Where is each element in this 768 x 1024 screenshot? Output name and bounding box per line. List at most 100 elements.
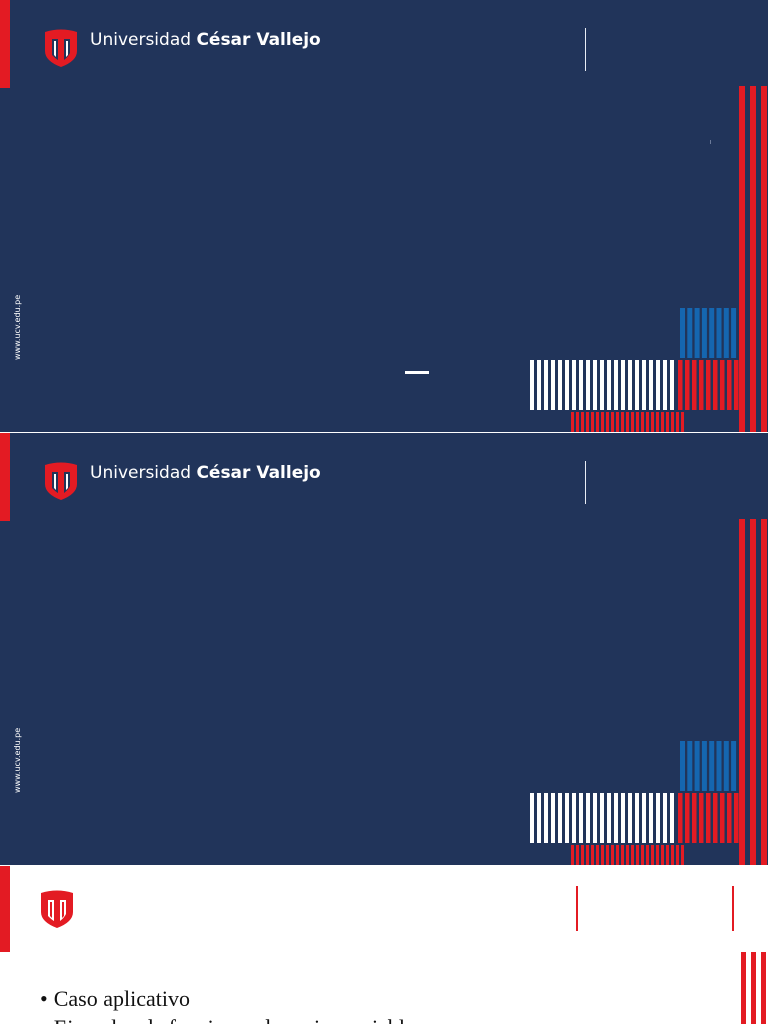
stripe bbox=[694, 308, 700, 358]
stripe bbox=[579, 360, 583, 410]
stripe bbox=[685, 793, 690, 843]
stripe bbox=[701, 308, 707, 358]
stripe bbox=[761, 519, 767, 865]
decorative-stripes bbox=[530, 519, 767, 865]
stripe bbox=[628, 360, 632, 410]
stripe bbox=[565, 793, 569, 843]
stripe bbox=[626, 412, 629, 432]
stripe bbox=[666, 412, 669, 432]
stripe bbox=[649, 793, 653, 843]
stripe bbox=[678, 360, 683, 410]
stripe bbox=[681, 412, 684, 432]
content-slide: Caso aplicativo Ejemplos de funciones de… bbox=[0, 866, 768, 1024]
stripe bbox=[734, 360, 739, 410]
decorative-stripes bbox=[530, 86, 767, 432]
stripe bbox=[706, 360, 711, 410]
bullet-item: Ejemplos de funciones de varias variable… bbox=[40, 1013, 424, 1024]
university-brand-name: Universidad César Vallejo bbox=[90, 30, 321, 50]
stripe bbox=[593, 360, 597, 410]
stripe bbox=[611, 845, 614, 865]
stripe bbox=[628, 793, 632, 843]
red-corner-tab bbox=[0, 433, 10, 521]
stripe bbox=[678, 793, 683, 843]
stripe bbox=[621, 793, 625, 843]
stripe bbox=[685, 360, 690, 410]
stripe bbox=[642, 360, 646, 410]
stripe bbox=[727, 793, 732, 843]
stripe bbox=[558, 360, 562, 410]
stripe bbox=[671, 412, 674, 432]
stripe bbox=[621, 360, 625, 410]
stripe bbox=[701, 741, 707, 791]
bullet-item: Caso aplicativo bbox=[40, 984, 423, 1013]
stripe bbox=[706, 793, 711, 843]
stripe bbox=[626, 845, 629, 865]
stripe bbox=[586, 412, 589, 432]
header-divider-line bbox=[585, 461, 586, 504]
stripe bbox=[621, 412, 624, 432]
stripe bbox=[731, 741, 737, 791]
stripe bbox=[734, 793, 739, 843]
stripe bbox=[544, 360, 548, 410]
stripe bbox=[692, 793, 697, 843]
stripe bbox=[571, 845, 574, 865]
stripe bbox=[614, 360, 618, 410]
stripe bbox=[680, 308, 685, 358]
stripe bbox=[656, 360, 660, 410]
stripe bbox=[641, 845, 644, 865]
stripe bbox=[656, 793, 660, 843]
stripe bbox=[723, 308, 729, 358]
stripe bbox=[670, 793, 674, 843]
stripe bbox=[731, 308, 737, 358]
stripe bbox=[576, 412, 579, 432]
stripe bbox=[641, 412, 644, 432]
stripe bbox=[750, 86, 756, 432]
stripe bbox=[646, 845, 649, 865]
stripe bbox=[551, 360, 555, 410]
stripe bbox=[576, 845, 579, 865]
stripe bbox=[671, 845, 674, 865]
university-shield-logo-icon bbox=[45, 462, 77, 500]
stripe bbox=[642, 793, 646, 843]
stripe bbox=[651, 845, 654, 865]
stripe bbox=[694, 741, 700, 791]
stripe bbox=[601, 845, 604, 865]
stripe bbox=[751, 952, 756, 1024]
stripe bbox=[591, 845, 594, 865]
stripe bbox=[593, 793, 597, 843]
stripe bbox=[616, 412, 619, 432]
university-shield-logo-icon bbox=[41, 890, 73, 928]
stripe bbox=[713, 793, 718, 843]
bullet-list: Caso aplicativo Ejemplos de funciones de… bbox=[40, 984, 424, 1024]
stripe bbox=[530, 360, 534, 410]
stripe bbox=[636, 845, 639, 865]
stripe bbox=[692, 360, 697, 410]
stripe bbox=[581, 412, 584, 432]
stripe bbox=[720, 360, 725, 410]
stripe bbox=[616, 845, 619, 865]
stripe bbox=[723, 741, 729, 791]
stripe bbox=[586, 845, 589, 865]
stripe bbox=[663, 793, 667, 843]
stripe bbox=[537, 793, 541, 843]
stripe bbox=[579, 793, 583, 843]
small-mark bbox=[710, 140, 711, 144]
stripe bbox=[606, 412, 609, 432]
decorative-stripes bbox=[741, 952, 766, 1024]
stripe bbox=[661, 845, 664, 865]
stripe bbox=[681, 845, 684, 865]
stripe bbox=[709, 308, 715, 358]
stripe bbox=[596, 412, 599, 432]
stripe bbox=[750, 519, 756, 865]
stripe bbox=[716, 741, 722, 791]
stripe bbox=[631, 845, 634, 865]
stripe bbox=[600, 360, 604, 410]
stripe bbox=[636, 412, 639, 432]
stripe bbox=[699, 360, 704, 410]
stripe bbox=[537, 360, 541, 410]
title-slide-1: Universidad César Vallejo www.ucv.edu.pe bbox=[0, 0, 768, 432]
stripe bbox=[530, 793, 534, 843]
stripe bbox=[601, 412, 604, 432]
stripe bbox=[656, 412, 659, 432]
stripe bbox=[741, 952, 746, 1024]
